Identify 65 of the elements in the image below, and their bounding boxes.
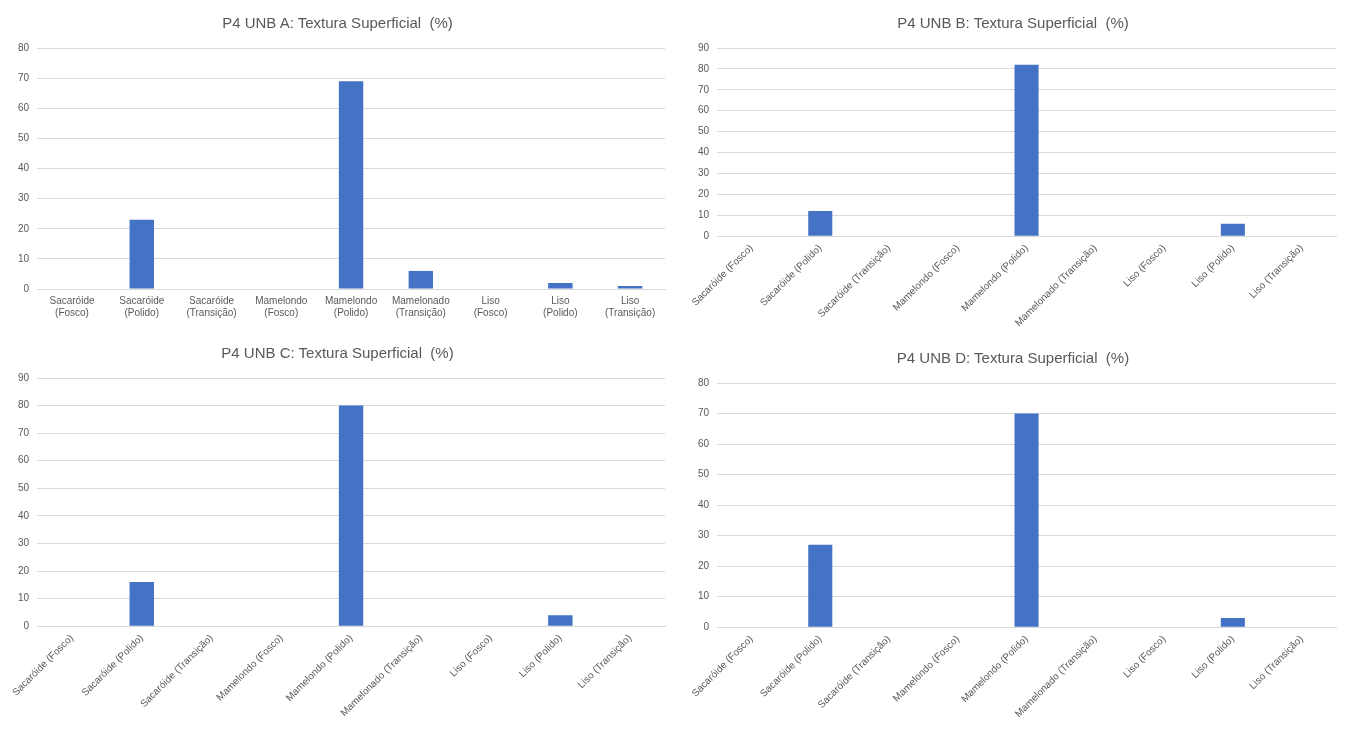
x-tick-label: Mamelonado (Transição) xyxy=(391,294,451,318)
bar xyxy=(548,282,573,289)
x-tick-label: Mamelondo (Fosco) xyxy=(255,294,308,318)
bar xyxy=(1220,223,1245,236)
y-tick-label: 90 xyxy=(18,371,30,383)
y-tick-label: 80 xyxy=(698,376,710,388)
y-tick-label: 50 xyxy=(18,132,30,144)
y-tick-label: 80 xyxy=(698,62,710,74)
y-tick-label: 90 xyxy=(698,41,710,53)
y-tick-label: 20 xyxy=(18,564,30,576)
y-tick-label: 60 xyxy=(18,454,30,466)
y-tick-label: 40 xyxy=(698,146,710,158)
bar xyxy=(408,270,434,289)
y-tick-label: 80 xyxy=(18,41,30,53)
bar xyxy=(808,544,833,627)
y-tick-label: 40 xyxy=(18,162,30,174)
y-tick-label: 50 xyxy=(698,468,710,480)
chart-title: P4 UNB D: Textura Superficial (%) xyxy=(896,349,1130,367)
y-tick-label: 30 xyxy=(698,167,710,179)
y-tick-label: 30 xyxy=(698,529,710,541)
y-tick-label: 0 xyxy=(703,229,710,241)
y-tick-label: 10 xyxy=(18,592,30,604)
y-tick-label: 40 xyxy=(698,498,710,510)
bar xyxy=(1014,413,1039,627)
x-tick-label: Liso (Fosco) xyxy=(473,294,508,318)
y-tick-label: 80 xyxy=(18,399,30,411)
x-tick-label: Mamelondo (Polido) xyxy=(324,294,378,318)
bar xyxy=(808,211,833,236)
y-tick-label: 0 xyxy=(23,282,30,294)
chart-title: P4 UNB A: Textura Superficial (%) xyxy=(222,14,453,32)
y-tick-label: 10 xyxy=(18,252,30,264)
bar xyxy=(338,81,364,289)
bar xyxy=(338,405,364,626)
y-tick-label: 30 xyxy=(18,192,30,204)
y-tick-label: 60 xyxy=(18,102,30,113)
y-tick-label: 20 xyxy=(698,559,710,571)
y-tick-label: 70 xyxy=(18,426,30,438)
y-tick-label: 50 xyxy=(698,125,710,137)
bar xyxy=(1220,618,1245,627)
y-tick-label: 40 xyxy=(18,509,30,521)
y-tick-label: 50 xyxy=(18,482,30,494)
y-tick-label: 20 xyxy=(698,188,710,200)
y-tick-label: 30 xyxy=(18,537,30,549)
x-tick-label: Sacaróide (Fosco) xyxy=(49,294,95,318)
bar xyxy=(129,219,154,289)
y-tick-label: 0 xyxy=(23,619,30,631)
y-tick-label: 70 xyxy=(18,71,30,83)
bar xyxy=(617,285,643,289)
x-tick-label: Sacaróide (Transição) xyxy=(186,294,237,318)
x-tick-label: Liso (Transição) xyxy=(605,294,656,318)
x-tick-label: Liso (Polido) xyxy=(543,294,578,318)
y-tick-label: 0 xyxy=(703,620,710,632)
y-tick-label: 10 xyxy=(698,590,710,602)
chart-title: P4 UNB C: Textura Superficial (%) xyxy=(221,344,454,362)
bar xyxy=(1014,64,1039,236)
y-tick-label: 70 xyxy=(698,83,710,95)
x-tick-label: Sacaróide (Polido) xyxy=(119,294,165,318)
y-tick-label: 70 xyxy=(698,407,710,419)
y-tick-label: 10 xyxy=(698,209,710,221)
y-tick-label: 20 xyxy=(18,222,30,234)
y-tick-label: 60 xyxy=(698,104,710,116)
y-tick-label: 60 xyxy=(698,437,710,449)
bar xyxy=(548,615,573,626)
chart-title: P4 UNB B: Textura Superficial (%) xyxy=(897,14,1129,32)
bar xyxy=(129,582,154,626)
